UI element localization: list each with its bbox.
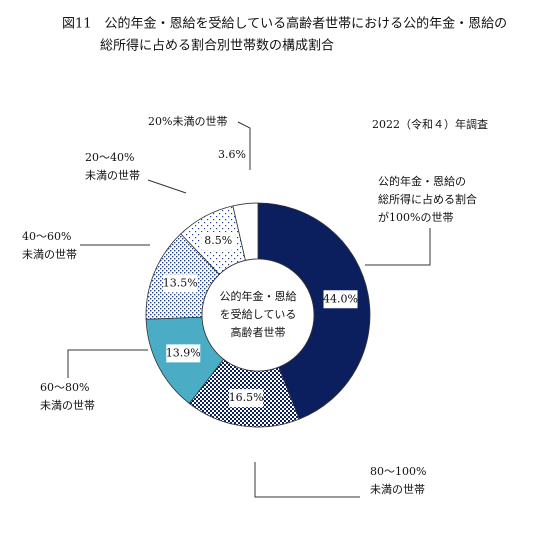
category-label: 未満の世帯 xyxy=(40,399,95,412)
value-label: 44.0% xyxy=(323,292,358,305)
subtitle: 2022（令和４）年調査 xyxy=(372,117,488,131)
category-label: 20%未満の世帯 xyxy=(148,115,227,128)
category-label: 未満の世帯 xyxy=(22,248,77,261)
center-label: を受給している xyxy=(220,307,297,321)
category-label: 未満の世帯 xyxy=(85,169,140,182)
chart-title: 図11 公的年金・恩給を受給している高齢者世帯における公的年金・恩給の xyxy=(62,16,507,32)
value-label: 13.5% xyxy=(163,276,198,289)
leader-line xyxy=(254,462,360,498)
category-label: 未満の世帯 xyxy=(370,483,425,496)
value-label-box xyxy=(163,274,198,293)
value-label-box xyxy=(201,232,236,251)
category-label: 60～80% xyxy=(40,381,89,394)
leader-line xyxy=(237,121,251,170)
category-label: 総所得に占める割合 xyxy=(378,192,477,206)
value-label-box xyxy=(166,344,201,363)
value-label: 13.9% xyxy=(166,346,201,359)
category-label: 20～40% xyxy=(85,151,134,164)
category-label: 公的年金・恩給の xyxy=(378,174,466,188)
leader-line xyxy=(147,179,187,194)
value-label: 3.6% xyxy=(218,148,246,161)
value-label: 16.5% xyxy=(229,391,264,404)
center-label: 高齢者世帯 xyxy=(231,325,286,339)
value-label: 8.5% xyxy=(204,234,232,247)
category-label: 80～100% xyxy=(370,465,426,478)
leader-line xyxy=(365,228,431,266)
donut-hole xyxy=(201,258,315,372)
category-label: 40～60% xyxy=(22,230,71,243)
category-label: が100%の世帯 xyxy=(378,210,453,224)
value-label-box xyxy=(323,290,358,309)
chart-title: 総所得に占める割合別世帯数の構成割合 xyxy=(100,38,334,54)
value-label-box xyxy=(229,389,264,408)
center-label: 公的年金・恩給 xyxy=(220,289,297,303)
leader-line xyxy=(67,349,148,378)
